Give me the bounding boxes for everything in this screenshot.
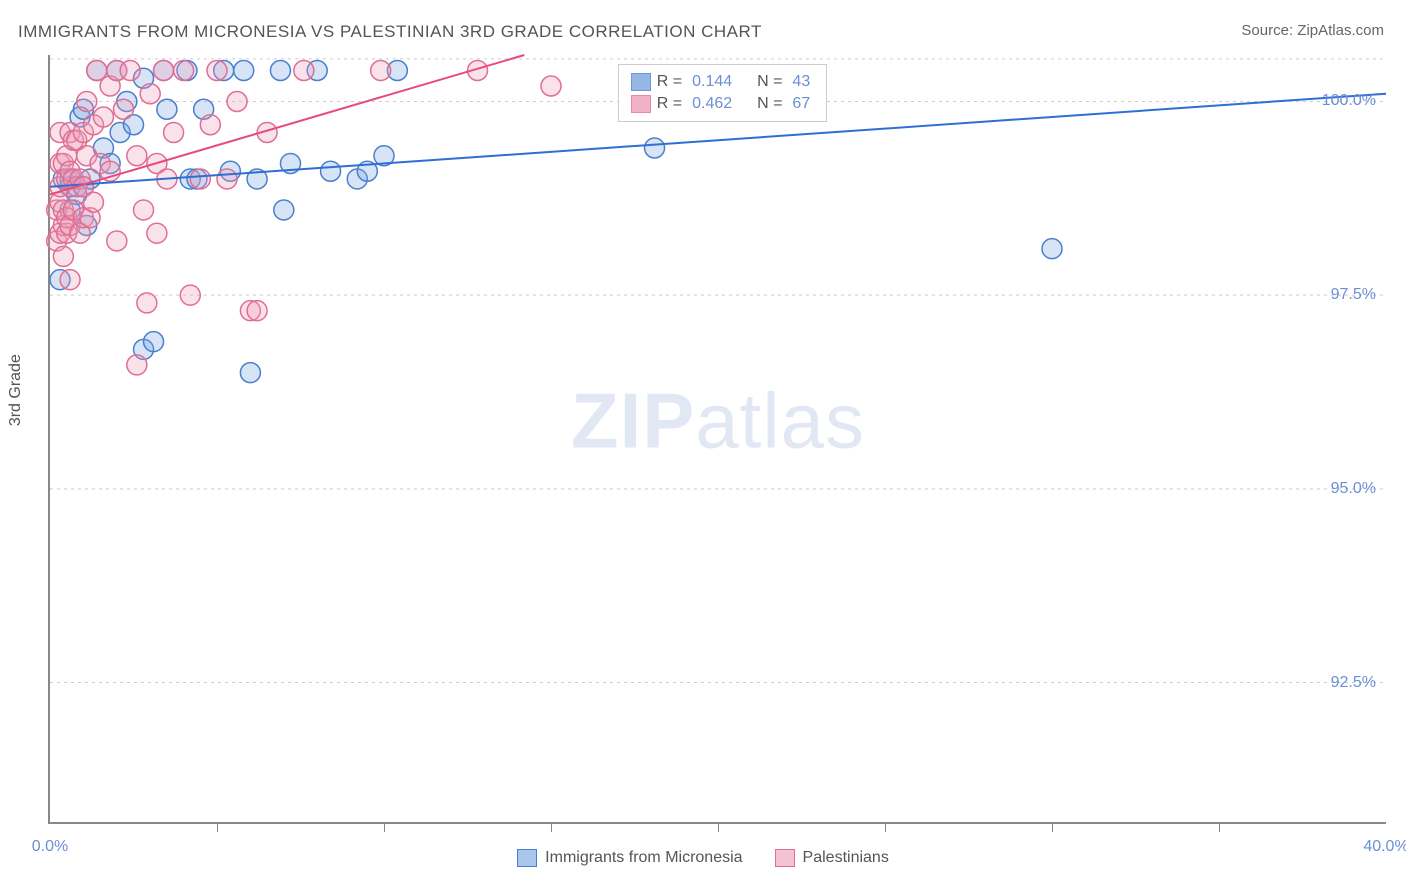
source-attribution: Source: ZipAtlas.com: [1241, 22, 1384, 39]
legend-swatch: [775, 849, 795, 867]
bottom-legend-item: Palestinians: [775, 849, 889, 867]
legend-n-label: N =: [757, 95, 782, 113]
plot-area: ZIPatlas R =0.144 N =43R =0.462 N =67 92…: [48, 55, 1386, 824]
legend-r-label: R =: [657, 95, 682, 113]
x-tick-mark: [885, 822, 886, 832]
y-axis-label: 3rd Grade: [7, 354, 25, 426]
bottom-legend-item: Immigrants from Micronesia: [517, 849, 742, 867]
legend-swatch: [631, 95, 651, 113]
y-tick-label: 100.0%: [1322, 92, 1376, 110]
legend-swatch: [631, 73, 651, 91]
y-tick-label: 97.5%: [1331, 286, 1376, 304]
source-name: ZipAtlas.com: [1297, 22, 1384, 39]
legend-n-value: 67: [792, 95, 810, 113]
legend-row: R = 0.462 N = 67: [631, 93, 814, 115]
x-tick-mark: [217, 822, 218, 832]
legend-n-label: N =: [757, 73, 782, 91]
x-tick-mark: [551, 822, 552, 832]
x-tick-mark: [1052, 822, 1053, 832]
chart-svg: [50, 55, 1386, 822]
y-tick-label: 95.0%: [1331, 480, 1376, 498]
legend-label: Immigrants from Micronesia: [545, 849, 742, 867]
bottom-legend: Immigrants from Micronesia Palestinians: [0, 849, 1406, 872]
x-tick-mark: [384, 822, 385, 832]
source-label: Source:: [1241, 22, 1293, 39]
legend-n-value: 43: [792, 73, 810, 91]
legend-swatch: [517, 849, 537, 867]
x-tick-mark: [1219, 822, 1220, 832]
legend-row: R = 0.144 N = 43: [631, 71, 814, 93]
x-tick-mark: [718, 822, 719, 832]
legend-r-value: 0.462: [692, 95, 732, 113]
y-tick-label: 92.5%: [1331, 674, 1376, 692]
legend-r-label: R =: [657, 73, 682, 91]
chart-title: IMMIGRANTS FROM MICRONESIA VS PALESTINIA…: [18, 22, 762, 42]
legend-box: R = 0.144 N = 43 R = 0.462 N = 67: [618, 64, 827, 122]
legend-r-value: 0.144: [692, 73, 732, 91]
legend-label: Palestinians: [803, 849, 889, 867]
